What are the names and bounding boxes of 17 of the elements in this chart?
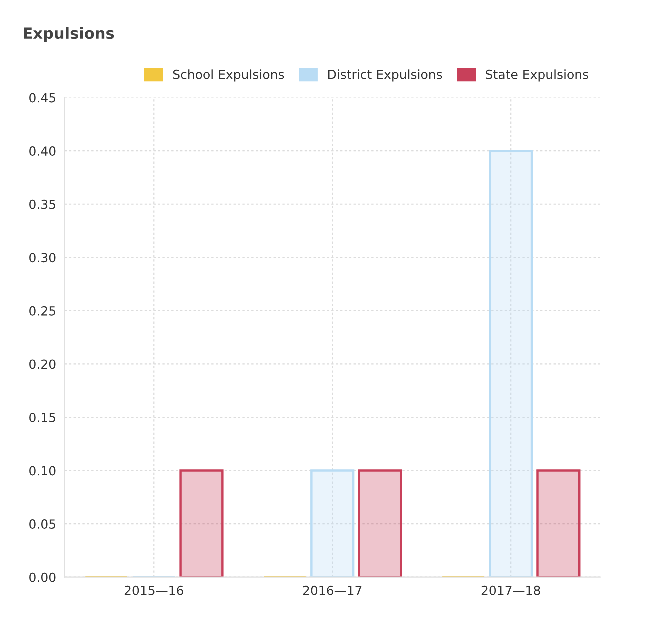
y-tick-label: 0.35	[30, 200, 56, 210]
x-tick-label: 2016—17	[303, 586, 362, 596]
y-tick-label: 0.20	[30, 360, 56, 370]
x-tick-label: 2015—16	[124, 586, 184, 596]
y-tick-label: 0.10	[30, 466, 56, 476]
y-tick-label: 0.40	[30, 146, 56, 156]
y-tick-label: 0.25	[30, 306, 56, 316]
y-tick-label: 0.15	[30, 412, 56, 422]
legend-label: School Expulsions	[173, 70, 284, 82]
y-tick-label: 0.30	[30, 253, 56, 263]
legend-label: District Expulsions	[328, 70, 442, 82]
y-tick-label: 0.45	[30, 93, 56, 103]
y-tick-label: 0.00	[30, 572, 56, 582]
chart-title: Expulsions	[24, 27, 114, 42]
x-tick-label: 2017—18	[482, 586, 540, 596]
y-tick-label: 0.05	[30, 520, 56, 530]
legend-label: State Expulsions	[486, 70, 588, 82]
